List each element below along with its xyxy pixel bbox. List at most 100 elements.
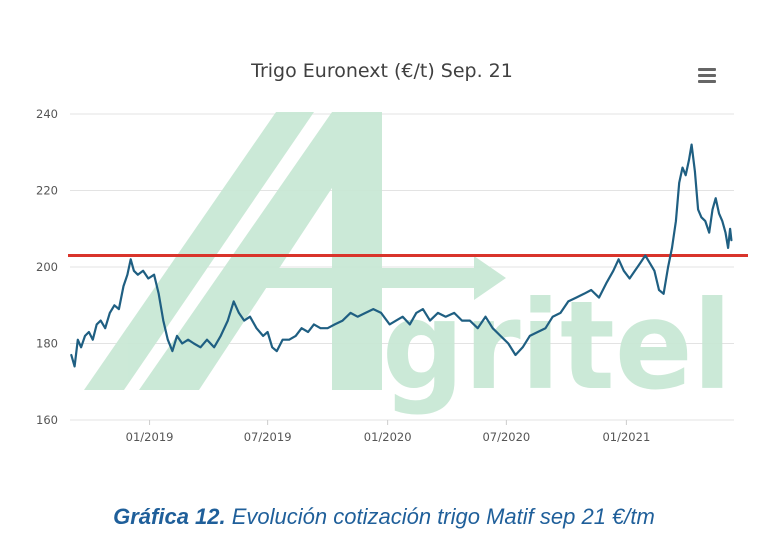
data-point (167, 339, 169, 341)
data-point (715, 197, 717, 199)
data-point (313, 323, 315, 325)
data-point (711, 209, 714, 211)
data-point (529, 335, 531, 337)
data-point (618, 258, 620, 260)
caption-number: Gráfica 12. (113, 504, 226, 529)
y-tick-label: 240 (36, 107, 58, 121)
x-tick-label: 01/2020 (364, 430, 412, 444)
data-point (158, 293, 160, 295)
hamburger-menu-icon[interactable] (698, 68, 716, 83)
data-point (644, 254, 646, 257)
data-point (301, 327, 303, 329)
data-point (653, 270, 656, 272)
data-point (271, 346, 273, 348)
data-point (612, 270, 614, 272)
data-point (567, 300, 569, 302)
x-axis-ticks: 01/2019 07/2019 01/2020 07/2020 01/2021 (126, 420, 650, 444)
data-point (267, 331, 269, 333)
data-point (262, 335, 264, 337)
y-axis-ticks: 160 180 200 220 240 (36, 107, 58, 427)
data-point (606, 281, 608, 283)
data-point (130, 258, 132, 260)
data-point (544, 327, 547, 329)
data-point (249, 316, 251, 318)
data-point (658, 289, 660, 291)
data-point (171, 350, 173, 352)
data-point (437, 312, 439, 314)
data-point (84, 335, 86, 337)
data-point (688, 159, 690, 161)
data-point (461, 320, 463, 322)
data-point (590, 289, 592, 291)
data-point (295, 335, 297, 337)
data-point (233, 300, 235, 302)
watermark-arrow (242, 256, 506, 300)
data-point (727, 247, 729, 249)
data-point (697, 209, 699, 211)
data-point (575, 297, 577, 299)
data-point (288, 339, 290, 341)
watermark-a-main-stroke (139, 112, 382, 390)
data-point (307, 331, 309, 333)
data-point (514, 354, 517, 356)
data-point (718, 212, 720, 214)
data-point (80, 346, 82, 348)
data-point (671, 247, 673, 249)
data-point (694, 170, 696, 172)
data-point (282, 339, 284, 341)
data-point (675, 220, 677, 222)
data-point (276, 350, 278, 352)
data-point (113, 304, 115, 306)
data-point (364, 312, 367, 314)
y-tick-label: 160 (36, 413, 58, 427)
data-point (319, 327, 322, 329)
data-point (639, 262, 641, 264)
watermark-a-left-stroke (84, 112, 314, 390)
data-point (126, 274, 128, 276)
data-point (453, 312, 455, 314)
data-point (559, 312, 562, 314)
data-point (721, 220, 723, 222)
series-line (70, 143, 733, 368)
data-point (492, 327, 494, 329)
data-point (623, 270, 625, 272)
data-point (238, 312, 240, 314)
data-point (349, 312, 352, 314)
data-point (122, 285, 125, 287)
data-point (334, 323, 336, 325)
data-point (477, 327, 479, 329)
data-point (537, 331, 539, 333)
x-tick-label: 07/2019 (244, 430, 292, 444)
data-point (409, 323, 411, 325)
data-point (708, 232, 710, 234)
data-point (162, 320, 164, 322)
data-point (724, 232, 727, 234)
data-point (380, 312, 382, 314)
data-point (199, 346, 202, 348)
data-point (634, 270, 636, 272)
data-point (193, 342, 195, 345)
data-point (649, 262, 651, 264)
chart-title: Trigo Euronext (€/t) Sep. 21 (251, 60, 513, 82)
data-point (445, 316, 447, 318)
data-point (685, 174, 687, 176)
data-point (499, 335, 502, 337)
data-point (255, 327, 258, 329)
data-point (187, 339, 189, 341)
data-point (147, 277, 149, 280)
data-point (681, 167, 684, 169)
data-point (142, 270, 144, 272)
data-point (583, 293, 585, 295)
data-point (469, 320, 471, 322)
data-point (176, 335, 178, 337)
x-tick-label: 01/2019 (126, 430, 174, 444)
y-tick-label: 220 (36, 184, 58, 198)
data-point (730, 239, 733, 241)
data-point (357, 316, 359, 318)
data-point (372, 308, 374, 310)
data-point (118, 308, 120, 310)
data-point (415, 312, 417, 314)
data-point (395, 320, 397, 322)
data-point (402, 316, 404, 318)
